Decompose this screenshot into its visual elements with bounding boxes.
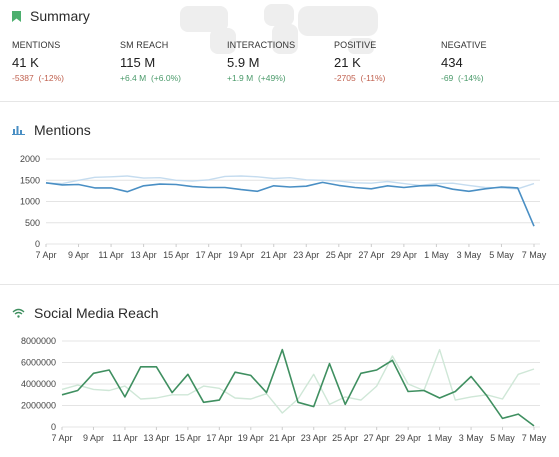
y-tick-label: 2000 [20, 154, 40, 164]
metric-label: POSITIVE [334, 40, 377, 50]
metric-change: -69 (-14%) [441, 73, 484, 83]
metric-value: 115 M [120, 55, 156, 70]
summary-header: Summary [12, 8, 90, 24]
metric-negative[interactable]: NEGATIVE 434 -69 (-14%) [441, 40, 551, 83]
x-tick-label: 13 Apr [143, 433, 169, 443]
x-tick-label: 7 Apr [35, 250, 56, 260]
wifi-icon [12, 308, 25, 318]
mentions-title: Mentions [34, 122, 91, 138]
y-tick-label: 1000 [20, 197, 40, 207]
y-tick-label: 2000000 [21, 401, 56, 411]
metric-sm-reach[interactable]: SM REACH 115 M +6.4 M (+6.0%) [120, 40, 230, 83]
divider [0, 284, 559, 285]
y-tick-label: 8000000 [21, 336, 56, 346]
metric-change: -5387 (-12%) [12, 73, 64, 83]
mentions-header: Mentions [12, 122, 91, 138]
y-tick-label: 0 [51, 422, 56, 432]
x-tick-label: 19 Apr [228, 250, 254, 260]
y-tick-label: 500 [25, 218, 40, 228]
x-tick-label: 1 May [424, 250, 449, 260]
y-tick-label: 1500 [20, 175, 40, 185]
metric-label: INTERACTIONS [227, 40, 296, 50]
y-tick-label: 0 [35, 239, 40, 249]
metric-change: +1.9 M (+49%) [227, 73, 286, 83]
x-tick-label: 21 Apr [269, 433, 295, 443]
metric-value: 5.9 M [227, 55, 260, 70]
x-tick-label: 5 May [490, 433, 515, 443]
metric-change: +6.4 M (+6.0%) [120, 73, 181, 83]
x-tick-label: 29 Apr [391, 250, 417, 260]
bookmark-icon [12, 10, 21, 22]
x-tick-label: 9 Apr [83, 433, 104, 443]
summary-section: Summary MENTIONS 41 K -5387 (-12%) SM RE… [0, 0, 559, 101]
metric-value: 434 [441, 55, 463, 70]
metric-value: 21 K [334, 55, 361, 70]
metric-label: MENTIONS [12, 40, 61, 50]
series-line-current[interactable] [45, 181, 535, 227]
x-tick-label: 21 Apr [261, 250, 287, 260]
x-tick-label: 11 Apr [112, 433, 137, 443]
x-tick-label: 3 May [459, 433, 484, 443]
x-tick-label: 13 Apr [131, 250, 157, 260]
x-tick-label: 29 Apr [395, 433, 421, 443]
x-tick-label: 15 Apr [175, 433, 201, 443]
reach-header: Social Media Reach [12, 305, 159, 321]
bar-chart-icon [12, 126, 25, 135]
x-tick-label: 9 Apr [68, 250, 89, 260]
reach-section: Social Media Reach 0 2000000 4000000 600000… [0, 286, 559, 457]
metric-label: SM REACH [120, 40, 169, 50]
x-tick-label: 1 May [427, 433, 452, 443]
x-tick-label: 7 May [522, 433, 547, 443]
reach-chart[interactable]: 0 2000000 4000000 6000000 8000000 7 Apr 9 Apr 1… [0, 332, 559, 452]
metric-change: -2705 (-11%) [334, 73, 386, 83]
x-tick-label: 23 Apr [293, 250, 319, 260]
y-tick-label: 6000000 [21, 358, 56, 368]
series-line-previous[interactable] [45, 175, 535, 190]
metric-positive[interactable]: POSITIVE 21 K -2705 (-11%) [334, 40, 444, 83]
x-tick-label: 23 Apr [301, 433, 327, 443]
x-tick-label: 25 Apr [326, 250, 352, 260]
x-tick-label: 27 Apr [358, 250, 384, 260]
x-tick-label: 15 Apr [163, 250, 189, 260]
series-line-previous[interactable] [61, 348, 535, 414]
mentions-chart[interactable]: 0 500 1000 1500 2000 7 Apr 9 Apr 11 Apr 13 Apr 15… [0, 150, 559, 270]
x-tick-label: 25 Apr [332, 433, 358, 443]
y-tick-label: 4000000 [21, 379, 56, 389]
x-tick-label: 19 Apr [238, 433, 264, 443]
x-tick-label: 17 Apr [196, 250, 222, 260]
series-line-current[interactable] [61, 348, 535, 427]
summary-title: Summary [30, 8, 90, 24]
x-tick-label: 27 Apr [364, 433, 390, 443]
x-tick-label: 7 Apr [51, 433, 72, 443]
metric-label: NEGATIVE [441, 40, 487, 50]
x-tick-label: 3 May [457, 250, 482, 260]
x-tick-label: 5 May [489, 250, 514, 260]
mentions-section: Mentions 0 500 1000 1500 2000 7 Apr 9 Apr 11 Ap… [0, 102, 559, 282]
metric-mentions[interactable]: MENTIONS 41 K -5387 (-12%) [12, 40, 122, 83]
metric-interactions[interactable]: INTERACTIONS 5.9 M +1.9 M (+49%) [227, 40, 337, 83]
x-tick-label: 11 Apr [98, 250, 123, 260]
x-tick-label: 7 May [522, 250, 547, 260]
divider [0, 101, 559, 102]
reach-title: Social Media Reach [34, 305, 159, 321]
x-tick-label: 17 Apr [206, 433, 232, 443]
metric-value: 41 K [12, 55, 39, 70]
world-map-watermark [180, 4, 378, 54]
